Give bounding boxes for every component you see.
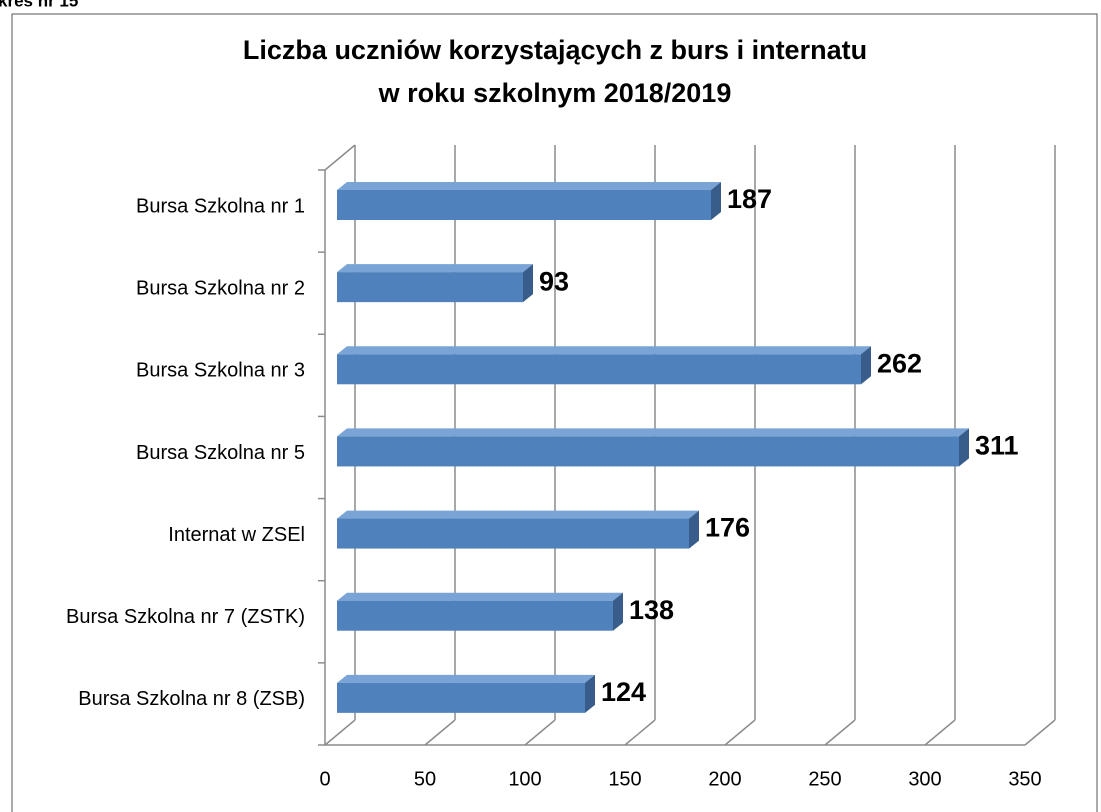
grid-line [424, 719, 456, 746]
data-label: 311 [975, 431, 1019, 461]
bar-side [613, 592, 623, 631]
chart-title: Liczba uczniów korzystających z burs i i… [243, 35, 867, 65]
bar-top [337, 264, 533, 273]
bar [337, 600, 613, 631]
y-tick-label: Bursa Szkolna nr 2 [136, 277, 305, 299]
bar [337, 354, 861, 385]
data-label: 124 [601, 677, 646, 707]
data-label: 93 [539, 266, 569, 296]
grid-line [824, 719, 856, 746]
bar-side [711, 182, 721, 220]
y-tick-label: Bursa Szkolna nr 5 [136, 442, 305, 464]
chart-title: w roku szkolnym 2018/2019 [378, 78, 732, 108]
bar-top [337, 510, 699, 519]
bar-side [959, 428, 969, 467]
bar-top [337, 346, 871, 355]
grid-line [1024, 719, 1056, 746]
x-tick-label: 0 [319, 768, 330, 790]
axis-line [324, 144, 356, 171]
y-tick-label: Bursa Szkolna nr 3 [136, 360, 305, 382]
grid-line [324, 719, 356, 746]
y-tick-label: Bursa Szkolna nr 8 (ZSB) [78, 688, 305, 710]
grid-line [524, 719, 556, 746]
x-tick-label: 300 [908, 768, 941, 790]
bar-side [689, 510, 699, 549]
y-tick-label: Bursa Szkolna nr 7 (ZSTK) [66, 606, 305, 628]
grid-line [624, 719, 656, 746]
data-label: 176 [705, 513, 750, 543]
x-tick-label: 150 [608, 768, 641, 790]
grid-line [724, 719, 756, 746]
x-tick-label: 100 [508, 768, 541, 790]
caption: kres nr 15 [0, 0, 78, 10]
x-tick-label: 250 [808, 768, 841, 790]
bar-side [861, 346, 871, 385]
x-tick-label: 50 [414, 768, 436, 790]
x-tick-label: 350 [1008, 768, 1041, 790]
bar-side [585, 674, 595, 713]
data-label: 138 [629, 595, 674, 625]
bar [337, 436, 959, 467]
bar [337, 682, 585, 713]
bar [337, 190, 711, 220]
bar-top [337, 428, 969, 437]
data-label: 262 [877, 348, 922, 378]
bar [337, 272, 523, 303]
bar-top [337, 182, 721, 190]
data-label: 187 [727, 184, 772, 214]
bar-top [337, 674, 595, 683]
y-tick-label: Internat w ZSEl [168, 524, 305, 546]
grid-line [924, 719, 956, 746]
bar-side [523, 264, 533, 303]
y-tick-label: Bursa Szkolna nr 1 [136, 195, 305, 217]
x-tick-label: 200 [708, 768, 741, 790]
bar [337, 518, 689, 549]
bar-top [337, 592, 623, 601]
chart-frame [11, 13, 1098, 812]
